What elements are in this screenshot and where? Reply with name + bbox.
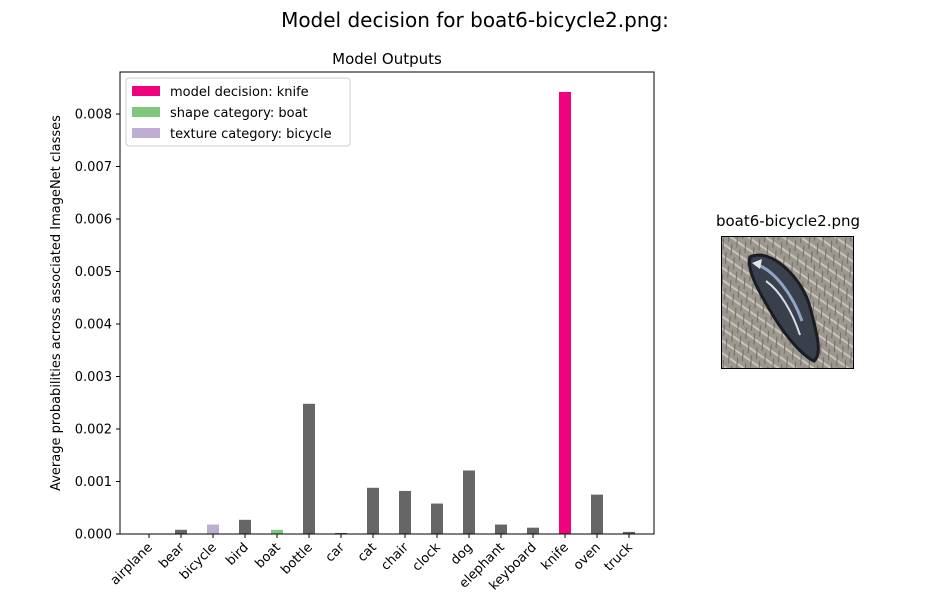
bar-car bbox=[335, 532, 347, 534]
bar-bottle bbox=[303, 403, 315, 534]
y-tick-label: 0.008 bbox=[75, 108, 112, 123]
x-tick-label-cat: cat bbox=[355, 540, 380, 565]
y-tick-label: 0.004 bbox=[75, 318, 112, 333]
y-tick-label: 0.003 bbox=[75, 370, 112, 385]
x-tick-label-knife: knife bbox=[539, 540, 572, 573]
y-tick-label: 0.000 bbox=[75, 528, 112, 543]
x-tick-label-car: car bbox=[323, 540, 349, 566]
legend-swatch-model_decision bbox=[132, 86, 160, 96]
x-tick-label-oven: oven bbox=[571, 540, 604, 573]
thumbnail-title: boat6-bicycle2.png bbox=[715, 212, 861, 230]
bar-oven bbox=[591, 494, 603, 534]
plot-area: 0.000 0.001 0.002 0.003 0.004 0.005 0.006 0.007… bbox=[75, 71, 655, 593]
x-tick-label-truck: truck bbox=[602, 540, 637, 575]
stimulus-image bbox=[721, 236, 854, 369]
bar-bear bbox=[175, 529, 187, 534]
legend-swatch-shape_category bbox=[132, 107, 160, 117]
bar-cat bbox=[367, 487, 379, 534]
legend-label-model_decision: model decision: knife bbox=[170, 85, 309, 100]
bar-keyboard bbox=[527, 527, 539, 534]
x-tick-label-airplane: airplane bbox=[108, 540, 156, 588]
y-tick-label: 0.002 bbox=[75, 423, 112, 438]
bar-elephant bbox=[495, 524, 507, 534]
y-tick-label: 0.007 bbox=[75, 160, 112, 175]
x-tick-label-clock: clock bbox=[410, 540, 445, 575]
x-tick-label-bottle: bottle bbox=[278, 540, 315, 577]
x-tick-label-dog: dog bbox=[448, 540, 476, 568]
x-tick-label-bird: bird bbox=[223, 540, 251, 568]
bar-dog bbox=[463, 470, 475, 534]
y-axis-label: Average probabilities across associated … bbox=[49, 115, 64, 491]
chart-title: Model Outputs bbox=[332, 50, 442, 68]
bar-clock bbox=[431, 503, 443, 534]
bar-bird bbox=[239, 519, 251, 534]
bar-boat bbox=[271, 529, 283, 534]
bar-knife bbox=[559, 91, 571, 534]
legend-label-texture_category: texture category: bicycle bbox=[170, 127, 332, 142]
y-tick-label: 0.005 bbox=[75, 265, 112, 280]
axes-frame bbox=[119, 71, 655, 535]
figure-title: Model decision for boat6-bicycle2.png: bbox=[281, 8, 669, 32]
x-tick-label-chair: chair bbox=[378, 540, 412, 574]
legend-box bbox=[125, 77, 351, 147]
bar-chair bbox=[399, 490, 411, 534]
y-tick-label: 0.001 bbox=[75, 475, 112, 490]
legend: model decision: knife shape category: boa… bbox=[125, 77, 351, 147]
legend-label-shape_category: shape category: boat bbox=[170, 106, 308, 121]
y-tick-label: 0.006 bbox=[75, 213, 112, 228]
bar-bicycle bbox=[207, 524, 219, 534]
bar-truck bbox=[623, 531, 635, 534]
legend-swatch-texture_category bbox=[132, 128, 160, 138]
